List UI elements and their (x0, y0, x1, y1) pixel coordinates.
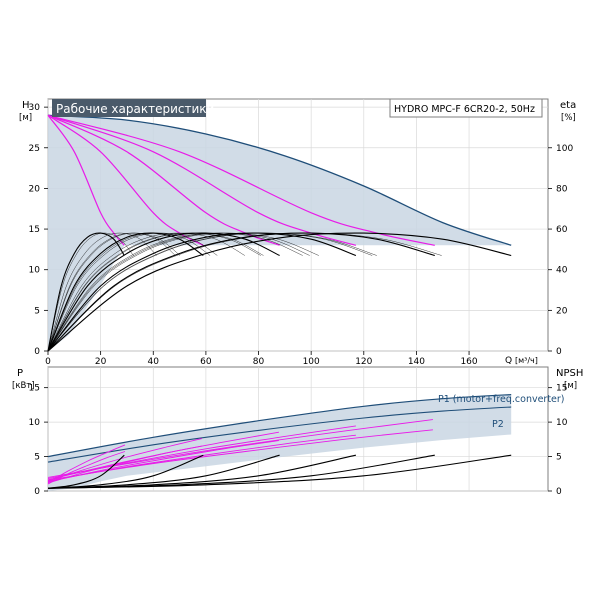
p2-curve-label: P2 (492, 419, 504, 430)
y-tick-label: 0 (34, 347, 40, 357)
eta-reduced-speed-curve (47, 232, 157, 352)
head-panel: Рабочие характеристики HYDRO MPC-F 6CR20… (19, 98, 576, 367)
y2-tick-label: 60 (556, 225, 568, 235)
chart-title-box (52, 99, 206, 117)
operating-range-band (48, 115, 512, 351)
y-tick-label: 25 (29, 144, 40, 154)
npsh-axis-label: NPSH (556, 368, 583, 379)
x-tick-label: 100 (303, 357, 320, 367)
head-5pumps-curve (47, 114, 435, 246)
pump-model-box (389, 98, 543, 118)
x-tick-label: 140 (408, 357, 425, 367)
x-tick-label: 0 (45, 357, 51, 367)
eta-reduced-speed-curve (47, 232, 211, 352)
eta-reduced-speed-curve (47, 232, 264, 352)
power-panel: P [кВт] NPSH [м] P1 (motor+freq.converte… (12, 366, 583, 497)
x-tick-label: 160 (460, 357, 477, 367)
power-axis-label: P (17, 368, 23, 379)
y2-tick-label: 10 (556, 418, 568, 428)
x-tick-label: 60 (200, 357, 212, 367)
head-4pumps-curve (47, 114, 357, 246)
eta-reduced-speed-curve (47, 232, 310, 352)
npsh-1pump-curve (47, 454, 125, 489)
eta-reduced-speed-curve (47, 232, 303, 352)
y-tick-label: 15 (29, 384, 40, 394)
y2-tick-label: 15 (556, 384, 567, 394)
p2-envelope-curve (47, 406, 512, 463)
p1-envelope-curve (47, 394, 512, 458)
y2-tick-label: 80 (556, 184, 568, 194)
x-tick-label: 20 (95, 357, 107, 367)
npsh-axis-unit: [м] (564, 381, 577, 391)
eta-reduced-speed-curve (47, 232, 442, 352)
power-operating-band (48, 394, 512, 491)
eta-5pumps-curve (47, 232, 435, 352)
head-1pump-curve (47, 114, 125, 246)
power-axis-ticks: 0 5 10 15 0 5 10 15 (29, 384, 568, 497)
npsh-6pumps-curve (47, 454, 512, 489)
eta-reduced-speed-curve (47, 232, 134, 352)
p1-curve-label: P1 (motor+freq.converter) (438, 394, 565, 405)
head-operating-band (48, 115, 512, 351)
eta-1pump-curve (47, 232, 125, 352)
y-tick-label: 5 (34, 306, 40, 316)
x-tick-label: 80 (253, 357, 265, 367)
power-range-band (48, 394, 512, 491)
power-npsh-curves (47, 394, 512, 489)
eta-axis-unit: [%] (561, 113, 576, 123)
eta-axis-label: eta (560, 100, 576, 111)
x-tick-label: 120 (355, 357, 372, 367)
y-tick-label: 0 (34, 487, 40, 497)
head-axis-ticks: 0 20 40 60 80 100 120 140 160 0 5 10 15 20 25 30 0 20 40 60… (29, 103, 574, 367)
y2-tick-label: 100 (556, 144, 573, 154)
chart-title: Рабочие характеристики (56, 102, 214, 116)
flow-axis-label: Q (505, 356, 512, 366)
flow-axis-unit: [м³/ч] (515, 356, 538, 365)
y2-tick-label: 0 (556, 487, 562, 497)
p2-partial-curve (47, 429, 433, 481)
y-tick-label: 5 (34, 453, 40, 463)
eta-4pumps-curve (47, 232, 357, 352)
head-axis-label: H (22, 100, 30, 111)
eta-reduced-speed-curve (47, 232, 218, 352)
pump-model-label: HYDRO MPC-F 6CR20-2, 50Hz (394, 104, 535, 115)
eta-reduced-speed-curve (47, 232, 261, 352)
head-eta-curves (47, 114, 512, 352)
eta-reduced-speed-curve (47, 232, 373, 352)
power-axis-unit: [кВт] (12, 381, 35, 391)
y-tick-label: 10 (29, 418, 41, 428)
eta-reduced-speed-curve (47, 232, 176, 352)
eta-reduced-speed-curve (47, 232, 319, 352)
y2-tick-label: 5 (556, 453, 562, 463)
y2-tick-label: 0 (556, 347, 562, 357)
eta-3pumps-curve (47, 232, 280, 352)
eta-6pumps-curve (47, 232, 512, 352)
p1-partial-curve (47, 419, 433, 478)
y-tick-label: 10 (29, 266, 41, 276)
y2-tick-label: 20 (556, 306, 568, 316)
eta-reduced-speed-curve (47, 232, 181, 352)
y-tick-label: 30 (29, 103, 41, 113)
eta-reduced-speed-curve (47, 232, 245, 352)
y2-tick-label: 40 (556, 266, 568, 276)
y-tick-label: 15 (29, 225, 40, 235)
y-tick-label: 20 (29, 184, 41, 194)
eta-reduced-speed-curve (47, 232, 377, 352)
x-tick-label: 40 (148, 357, 160, 367)
head-axis-unit: [м] (19, 113, 32, 123)
eta-2pumps-curve (47, 232, 204, 352)
head-envelope-curve (47, 114, 512, 246)
